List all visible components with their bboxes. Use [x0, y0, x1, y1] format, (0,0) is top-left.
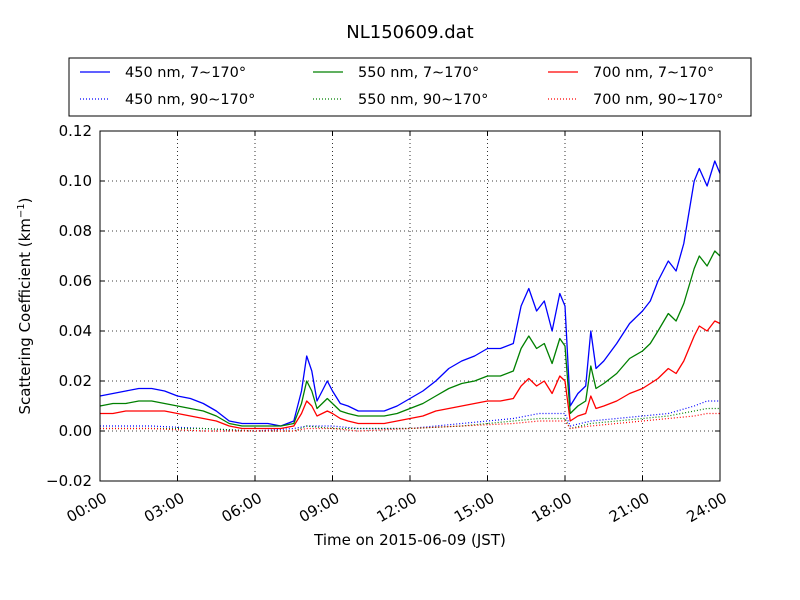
- legend-label: 700 nm, 7∼170°: [593, 65, 714, 81]
- series-line: [100, 320, 721, 430]
- y-tick-label: 0.10: [59, 172, 92, 190]
- x-tick-label: 06:00: [219, 489, 265, 526]
- chart-title: NL150609.dat: [346, 22, 473, 43]
- legend-label: 550 nm, 7∼170°: [358, 65, 479, 81]
- legend-label: 550 nm, 90∼170°: [358, 92, 488, 108]
- series-line: [99, 160, 721, 427]
- series-lines: [99, 160, 721, 432]
- legend-label: 450 nm, 90∼170°: [125, 92, 255, 108]
- x-tick-label: 15:00: [451, 489, 497, 526]
- series-line: [100, 412, 720, 432]
- x-axis-label: Time on 2015-06-09 (JST): [313, 531, 506, 549]
- y-tick-label: 0.04: [59, 322, 92, 340]
- legend-box: [68, 57, 752, 117]
- y-tick-label: 0.12: [59, 122, 92, 140]
- y-tick-label: 0.06: [59, 272, 92, 290]
- x-tick-label: 21:00: [606, 489, 652, 526]
- x-tick-label: 03:00: [141, 489, 187, 526]
- series-line: [99, 250, 721, 427]
- x-tick-label: 12:00: [374, 489, 420, 526]
- y-axis-label-sup: −1: [16, 203, 27, 218]
- x-tick-label: 18:00: [529, 489, 575, 526]
- x-tick-label: 24:00: [684, 489, 730, 526]
- y-tick-label: 0.02: [59, 372, 92, 390]
- legend-label: 700 nm, 90∼170°: [593, 92, 723, 108]
- y-tick-label: −0.02: [46, 472, 92, 490]
- series-line: [100, 407, 720, 432]
- x-tick-label: 09:00: [296, 489, 342, 526]
- series-line: [100, 400, 720, 432]
- x-tick-label: 00:00: [64, 489, 110, 526]
- legend-label: 450 nm, 7∼170°: [125, 65, 246, 81]
- axis-ticks: 00:00 03:00 06:00 09:00 12:00 15:00 18:00 21:00…: [46, 122, 730, 526]
- y-axis-label-main: Scattering Coefficient (km: [16, 218, 34, 414]
- y-axis-label-end: ): [16, 197, 34, 203]
- y-tick-label: 0.08: [59, 222, 92, 240]
- grid: [100, 131, 720, 481]
- y-axis-label: Scattering Coefficient (km−1): [16, 197, 34, 414]
- y-tick-label: 0.00: [59, 422, 92, 440]
- legend: 450 nm, 7∼170° 550 nm, 7∼170° 700 nm, 7∼17…: [68, 57, 752, 117]
